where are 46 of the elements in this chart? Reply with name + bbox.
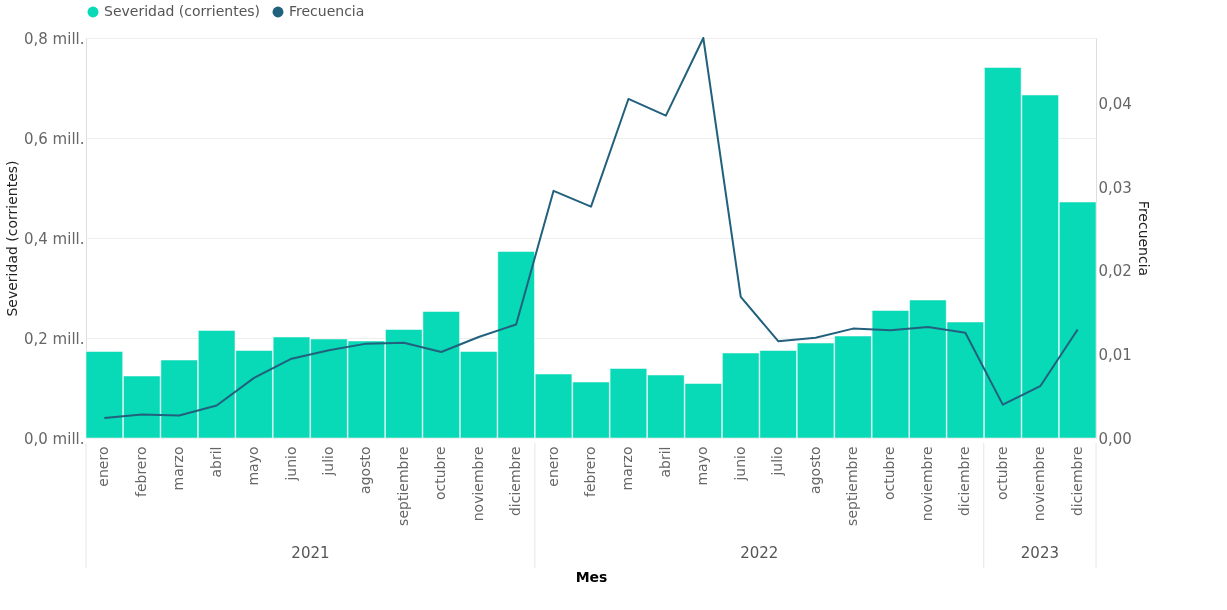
y-axis-title: Severidad (corrientes): [3, 160, 20, 317]
x-tick-label: julio: [319, 446, 336, 477]
y2-tick-label: 0,00: [1098, 429, 1132, 448]
x-tick-label: diciembre: [507, 446, 524, 517]
x-tick-label: mayo: [245, 446, 262, 486]
x-tick-label: octubre: [881, 446, 898, 501]
x-tick-label: enero: [544, 446, 561, 487]
x-tick-label: octubre: [993, 446, 1010, 501]
y2-tick-label: 0,04: [1098, 95, 1132, 114]
x-tick-label: febrero: [132, 446, 149, 498]
text: 2021: [291, 544, 330, 562]
legend-label: Frecuencia: [289, 3, 365, 19]
x-tick-label: diciembre: [1068, 446, 1085, 517]
x-tick-label: noviembre: [469, 446, 486, 522]
text: 2023: [1020, 544, 1059, 562]
x-tick-label: septiembre: [844, 446, 861, 526]
y-tick-label: 0,6 mill.: [23, 129, 85, 148]
x-tick-label: julio: [769, 446, 786, 477]
x-tick-label: agosto: [806, 446, 823, 494]
x-tick-label: marzo: [170, 446, 187, 491]
y2-tick-label: 0,01: [1098, 345, 1132, 364]
y2-tick-label: 0,02: [1098, 262, 1132, 281]
x-tick-label: agosto: [357, 446, 374, 494]
text: 2022: [740, 544, 779, 562]
x-tick-label: septiembre: [394, 446, 411, 526]
legend-label: Severidad (corrientes): [104, 3, 261, 19]
x-tick-label: febrero: [582, 446, 598, 498]
x-tick-label: octubre: [432, 446, 449, 501]
x-tick-label: abril: [207, 446, 224, 478]
x-tick-label: diciembre: [956, 446, 973, 517]
x-tick-label: junio: [731, 446, 748, 482]
y-tick-label: 0,4 mill.: [23, 229, 85, 248]
y-tick-label: 0,0 mill.: [23, 429, 85, 448]
x-axis-title: Mes: [575, 568, 608, 585]
x-tick-label: marzo: [619, 446, 636, 491]
y2-axis-title: Frecuencia: [1135, 200, 1152, 277]
line-series: [103, 37, 1079, 419]
x-tick-label: mayo: [694, 446, 711, 486]
x-tick-label: noviembre: [1031, 446, 1048, 522]
x-tick-label: abril: [656, 446, 673, 478]
x-tick-label: enero: [95, 446, 112, 487]
y-tick-label: 0,8 mill.: [23, 29, 85, 48]
y2-tick-label: 0,03: [1098, 178, 1132, 197]
x-tick-label: junio: [282, 446, 299, 482]
x-tick-label: noviembre: [918, 446, 935, 522]
y-tick-label: 0,2 mill.: [23, 329, 85, 348]
